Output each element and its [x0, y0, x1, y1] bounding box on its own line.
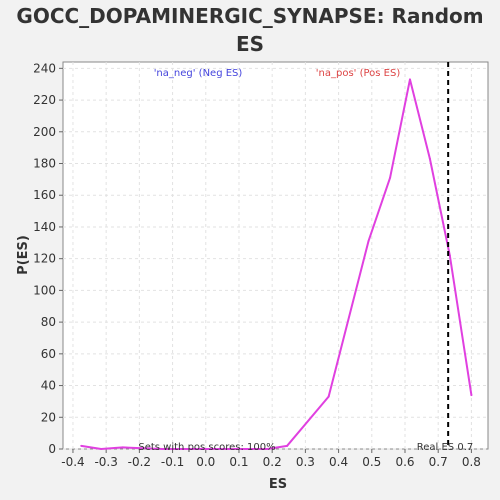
x-tick-label: -0.2	[128, 455, 151, 469]
data-point	[286, 444, 289, 447]
series-lines	[80, 78, 473, 450]
y-tick-label: 180	[33, 157, 56, 171]
annotation-sets: Sets with pos scores: 100%	[138, 442, 275, 453]
data-point	[448, 254, 451, 257]
x-tick-label: 0.2	[263, 455, 282, 469]
data-point	[327, 395, 330, 398]
x-tick-label: 0.8	[462, 455, 481, 469]
y-tick-label: 0	[48, 442, 56, 456]
y-tick-label: 80	[41, 315, 56, 329]
grid	[63, 62, 488, 450]
y-tick-label: 20	[41, 410, 56, 424]
y-axis-ticks: 0 20 40 60 80 100 120 140 160 180 200 220 240	[33, 61, 63, 456]
data-point	[367, 240, 370, 243]
x-tick-label: 0.4	[329, 455, 348, 469]
y-tick-label: 160	[33, 188, 56, 202]
x-axis-label: ES	[269, 477, 287, 492]
y-tick-label: 40	[41, 379, 56, 393]
x-tick-label: 0.1	[229, 455, 248, 469]
data-point	[141, 447, 144, 450]
x-tick-label: 0.0	[196, 455, 215, 469]
plot-area	[62, 61, 489, 450]
y-tick-label: 120	[33, 252, 56, 266]
y-tick-label: 60	[41, 347, 56, 361]
chart-title-line1: GOCC_DOPAMINERGIC_SYNAPSE: Random ES	[16, 4, 484, 56]
annotation-real-es: Real ES 0.7	[417, 442, 473, 453]
x-tick-label: 0.7	[429, 455, 448, 469]
y-tick-label: 220	[33, 93, 56, 107]
x-tick-label: 0.6	[395, 455, 414, 469]
data-point	[389, 176, 392, 179]
data-point	[100, 448, 103, 450]
data-point	[266, 448, 269, 450]
data-point	[204, 448, 207, 450]
y-axis-label: P(ES)	[16, 235, 31, 275]
y-tick-label: 200	[33, 125, 56, 139]
data-point	[161, 448, 164, 450]
x-tick-label: -0.1	[161, 455, 184, 469]
x-tick-label: -0.4	[61, 455, 84, 469]
data-point	[80, 444, 83, 447]
y-tick-label: 140	[33, 220, 56, 234]
data-point	[470, 394, 473, 397]
annotation-neg: 'na_neg' (Neg ES)	[154, 68, 243, 79]
data-point	[224, 448, 227, 450]
data-point	[121, 446, 124, 449]
y-tick-label: 240	[33, 61, 56, 75]
y-tick-label: 100	[33, 283, 56, 297]
x-tick-label: -0.3	[94, 455, 117, 469]
data-point	[181, 448, 184, 450]
x-axis-ticks: -0.4 -0.3 -0.2 -0.1 0.0 0.1 0.2 0.3 0.4 0.5 0.6 0.7…	[61, 449, 481, 469]
data-point	[244, 448, 247, 450]
es-distribution-line	[81, 78, 473, 450]
x-tick-label: 0.3	[296, 455, 315, 469]
x-tick-label: 0.5	[362, 455, 381, 469]
data-point	[428, 157, 431, 160]
data-point	[408, 78, 411, 81]
annotation-pos: 'na_pos' (Pos ES)	[316, 68, 401, 79]
